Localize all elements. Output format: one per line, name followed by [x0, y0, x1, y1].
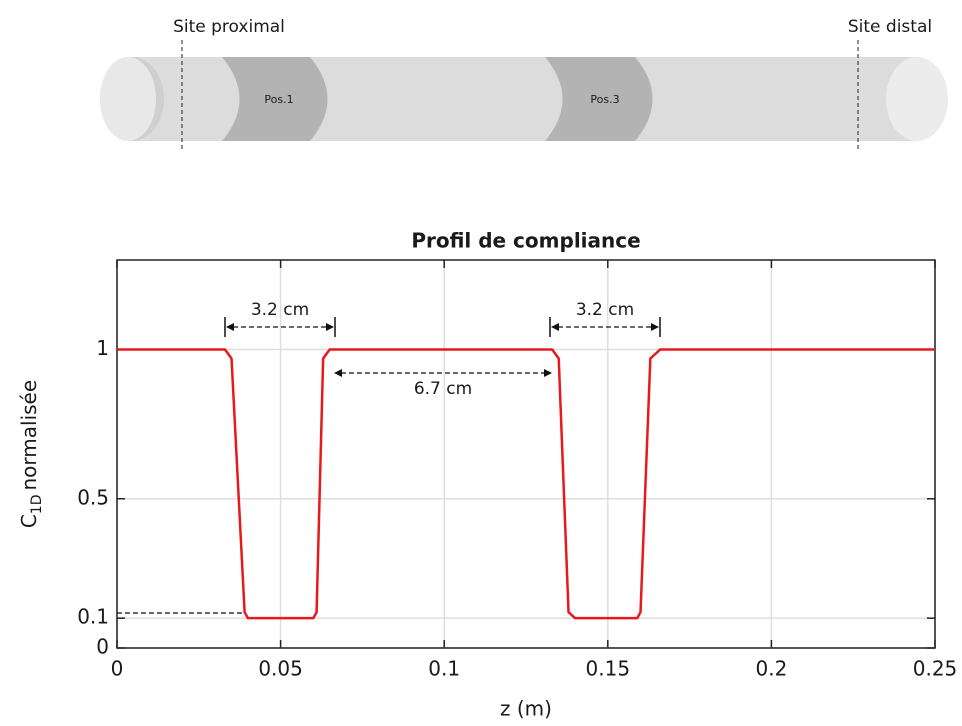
x-tick-label: 0.15 — [586, 657, 631, 681]
x-axis-label: z (m) — [500, 697, 552, 721]
x-tick-label: 0.2 — [755, 657, 787, 681]
x-tick-label: 0.25 — [913, 657, 958, 681]
y-tick-label: 1 — [96, 336, 109, 360]
vessel-diagram: Site proximal Site distal Pos.1 Pos.3 — [100, 17, 948, 152]
y-label-subscript: 1D — [29, 495, 45, 515]
annotation: 6.7 cm — [414, 379, 472, 399]
y-tick-label: 0.5 — [77, 485, 109, 509]
segment-pos1 — [222, 57, 328, 141]
segment-label: Pos.3 — [590, 93, 619, 106]
plot-frame — [116, 259, 936, 649]
x-tick-label: 0.1 — [428, 657, 460, 681]
y-tick-label: 0 — [96, 635, 109, 659]
x-tick-label: 0.05 — [258, 657, 303, 681]
site-label: Site proximal — [173, 17, 285, 37]
chart-title: Profil de compliance — [411, 229, 640, 253]
x-tick-label: 0 — [111, 657, 124, 681]
y-tick-label: 0.1 — [77, 605, 109, 629]
vessel-end-left — [100, 57, 156, 141]
y-label-text: normalisée — [17, 380, 41, 491]
arrow-head — [551, 323, 559, 331]
segment-label: Pos.1 — [264, 93, 293, 106]
y-axis-label: C1D normalisée — [17, 380, 46, 528]
arrow-head — [326, 323, 334, 331]
annotation: 3.2 cm — [251, 300, 309, 320]
site-label: Site distal — [848, 17, 932, 37]
arrow-head — [651, 323, 659, 331]
y-label-symbol: C — [17, 514, 41, 528]
arrow-head — [334, 369, 342, 377]
vessel-end-right — [886, 57, 948, 141]
arrow-head — [226, 323, 234, 331]
segment-pos3 — [545, 57, 653, 141]
data-line — [117, 348, 935, 620]
annotation: 3.2 cm — [576, 300, 634, 320]
arrow-head — [544, 369, 552, 377]
